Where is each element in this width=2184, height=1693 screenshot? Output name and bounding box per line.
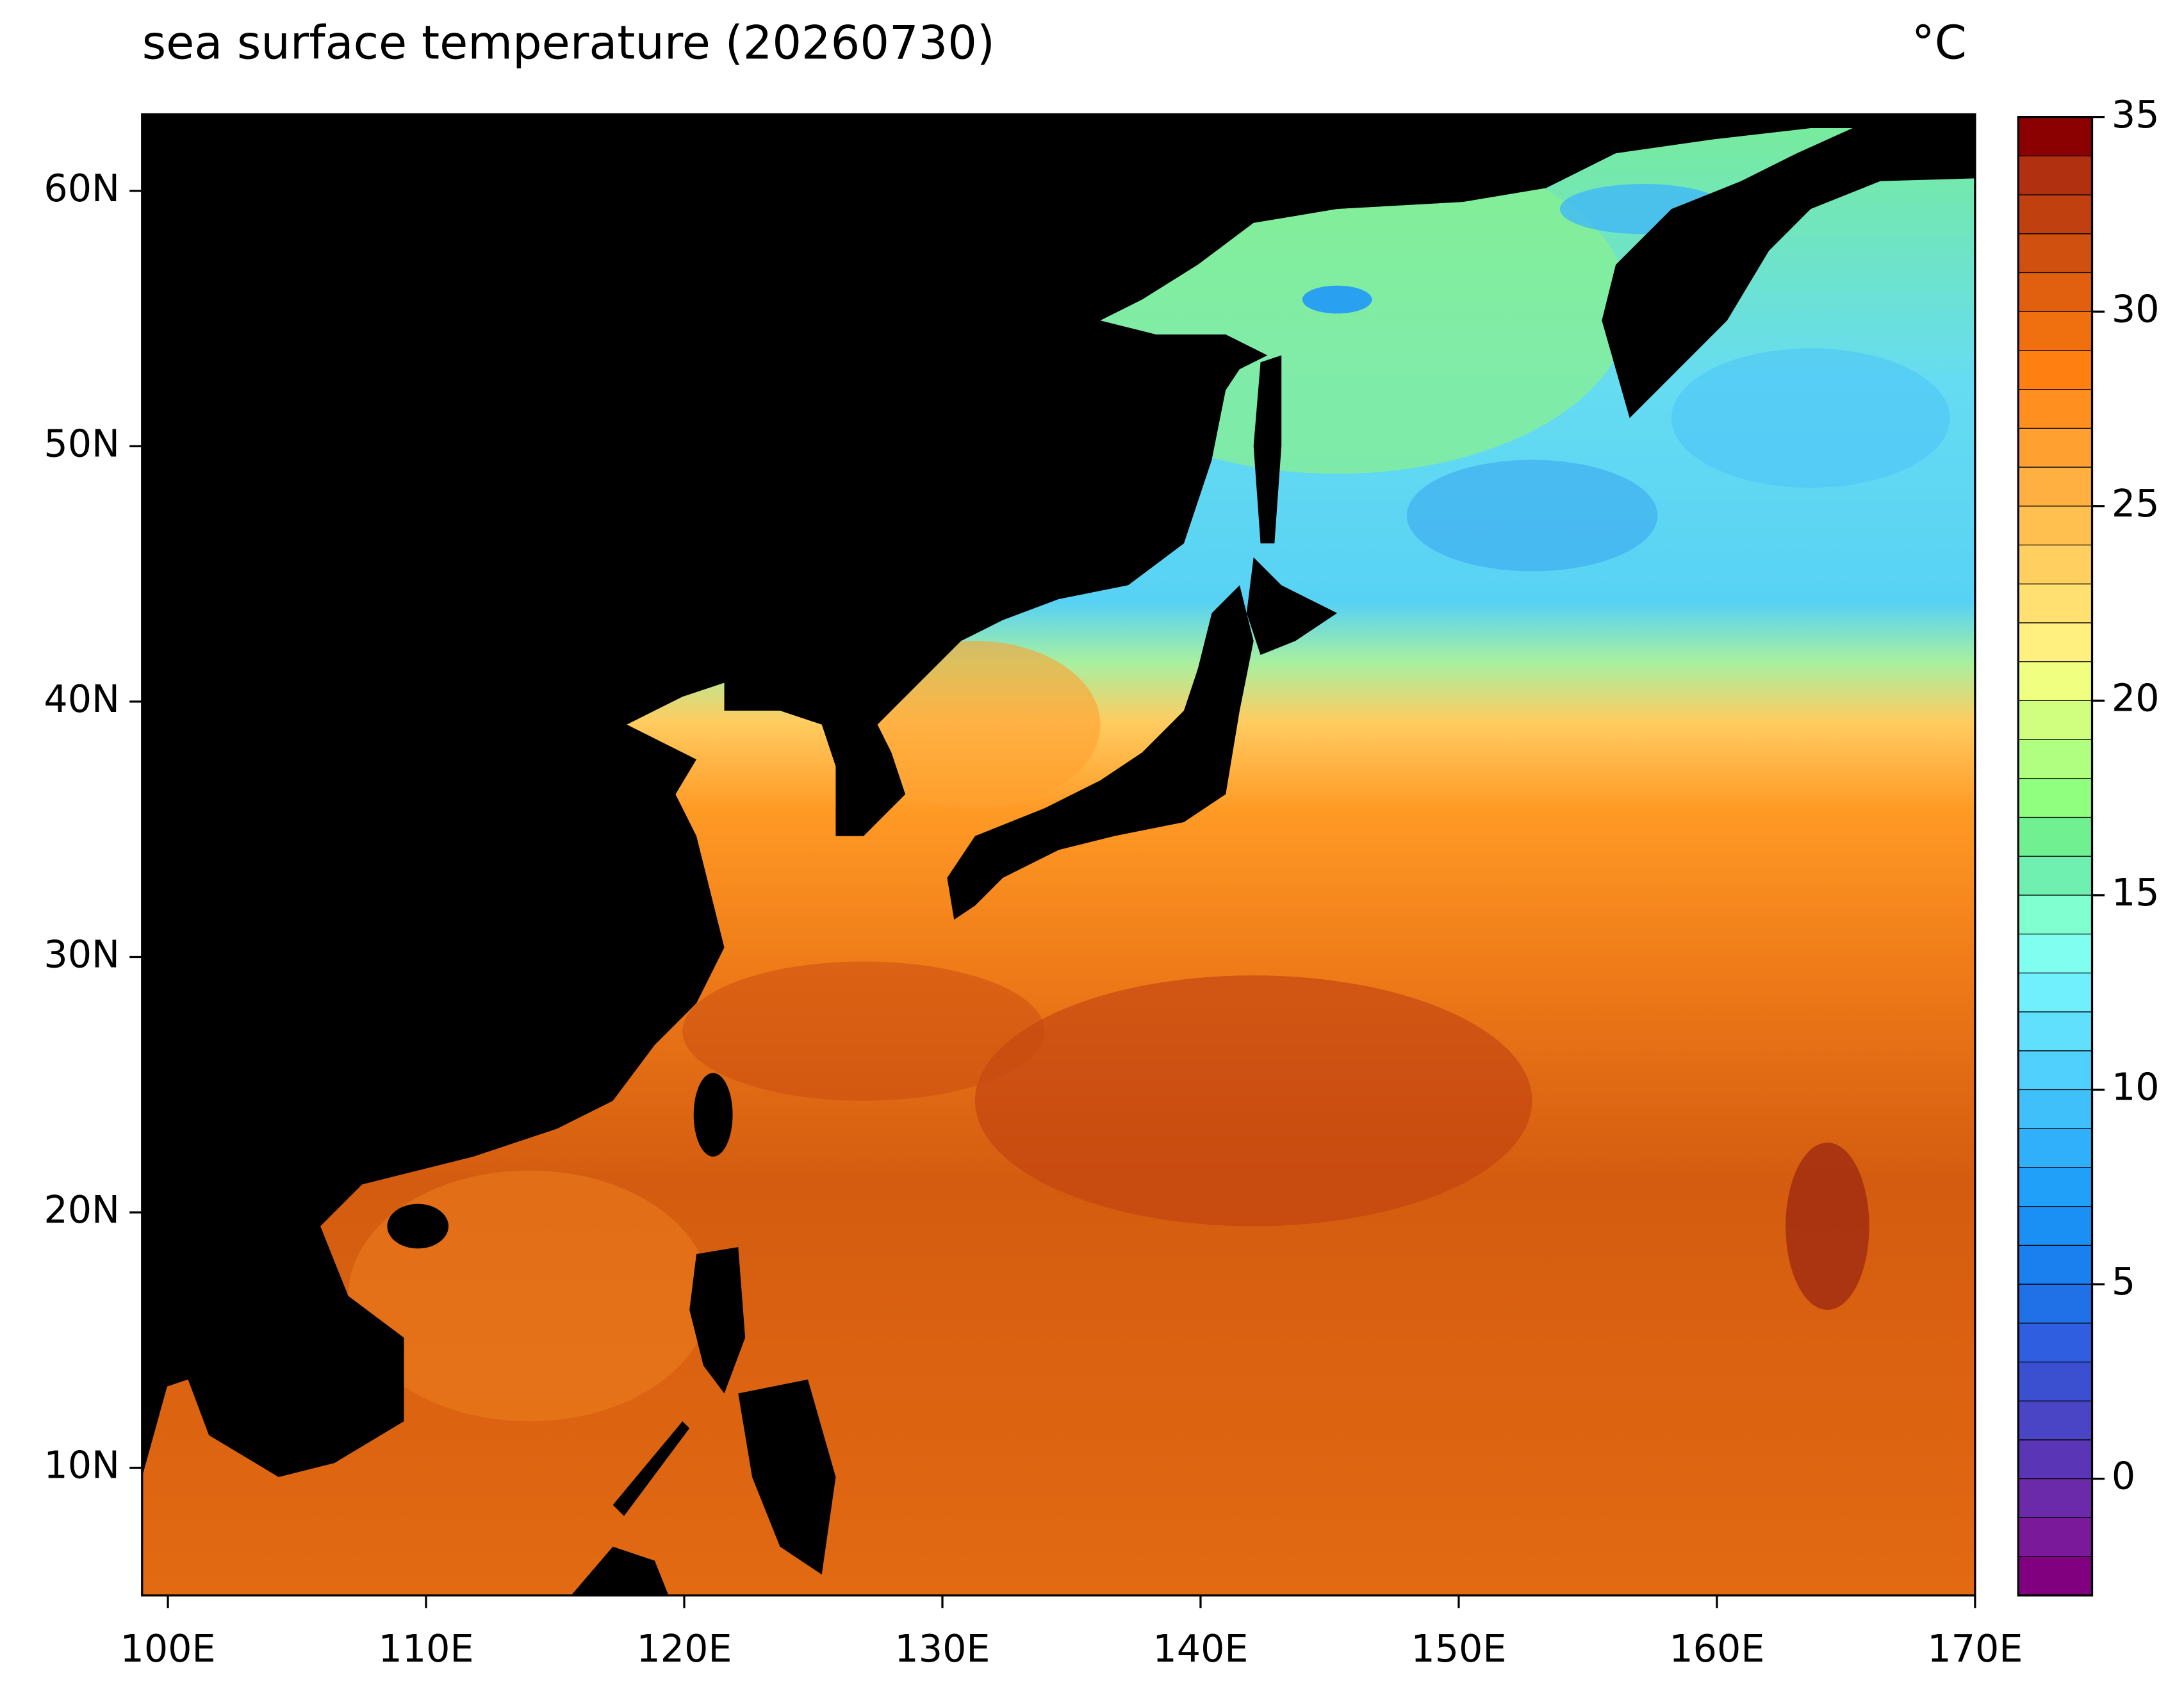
colorbar-bin (2018, 1362, 2092, 1401)
colorbar-bin (2018, 233, 2092, 273)
colorbar-bin (2018, 895, 2092, 934)
colorbar-tick-label: 25 (2112, 482, 2160, 525)
map-frame (141, 113, 1976, 1597)
colorbar-bin (2018, 1128, 2092, 1168)
colorbar-bin (2018, 778, 2092, 818)
colorbar-tick-label: 30 (2112, 287, 2160, 331)
colorbar-bin (2018, 1167, 2092, 1207)
japan (947, 585, 1254, 920)
colorbar-tick-label: 10 (2112, 1066, 2160, 1109)
palawan (612, 1421, 690, 1516)
x-tick-label: 110E (378, 1627, 473, 1671)
colorbar-bin (2018, 1401, 2092, 1440)
colorbar-bin (2018, 622, 2092, 662)
colorbar-frame (2017, 116, 2094, 1597)
colorbar-bin (2018, 195, 2092, 234)
x-tick-label: 130E (894, 1627, 990, 1671)
x-tick-label: 160E (1669, 1627, 1764, 1671)
title: sea surface temperature (20260730) (142, 15, 995, 69)
colorbar-tick-label: 15 (2112, 871, 2160, 914)
x-tick-label: 150E (1411, 1627, 1506, 1671)
colorbar-bin (2018, 1439, 2092, 1479)
x-tick-label: 120E (636, 1627, 732, 1671)
colorbar-bin (2018, 1557, 2092, 1596)
sakhalin (1253, 355, 1282, 544)
unit: °C (1912, 15, 1967, 69)
colorbar-tick-label: 0 (2112, 1455, 2135, 1498)
warm-patch (682, 961, 1045, 1101)
x-tick-label: 170E (1927, 1627, 2023, 1671)
hainan (387, 1203, 449, 1249)
colorbar-bin (2018, 1089, 2092, 1129)
y-tick-label: 60N (44, 167, 120, 210)
colorbar-bin (2018, 817, 2092, 857)
colorbar-bin (2018, 661, 2092, 701)
x-tick-label: 100E (120, 1627, 216, 1671)
colorbar-bin (2018, 389, 2092, 429)
colorbar-bin (2018, 584, 2092, 623)
colorbar-bin (2018, 1245, 2092, 1285)
x-tick-label: 140E (1153, 1627, 1248, 1671)
colorbar-bin (2018, 1050, 2092, 1090)
islands (387, 355, 1338, 1596)
colorbar-bin (2018, 1478, 2092, 1518)
colorbar-bin (2018, 700, 2092, 740)
colorbar-bin (2018, 545, 2092, 584)
colorbar-bin (2018, 311, 2092, 351)
colorbar-bin (2018, 156, 2092, 195)
hokkaido (1246, 557, 1338, 656)
philippines (738, 1379, 836, 1575)
borneo (571, 1546, 669, 1596)
y-tick-label: 40N (44, 677, 120, 721)
luzon (689, 1247, 746, 1394)
y-tick-label: 50N (44, 422, 120, 466)
taiwan (693, 1073, 733, 1157)
colorbar-bin (2018, 272, 2092, 312)
colorbar-bin (2018, 117, 2092, 156)
colorbar-bin (2018, 973, 2092, 1012)
colorbar-bin (2018, 350, 2092, 390)
colorbar-bin (2018, 1323, 2092, 1362)
cold-patch (1406, 459, 1658, 572)
colorbar-tick-label: 35 (2112, 93, 2160, 136)
y-tick-label: 10N (44, 1444, 120, 1487)
colorbar-bin (2018, 1012, 2092, 1051)
colorbar-bin (2018, 1284, 2092, 1323)
colorbar-tick-label: 5 (2112, 1260, 2135, 1303)
colorbar-bin (2018, 506, 2092, 545)
colorbar-tick-label: 20 (2112, 676, 2160, 720)
colorbar-bin (2018, 428, 2092, 468)
warm-patch (1786, 1143, 1869, 1310)
cold-patch (1671, 348, 1950, 488)
y-tick-label: 20N (44, 1188, 120, 1232)
cold-patch (1302, 285, 1372, 314)
colorbar-bin (2018, 1206, 2092, 1246)
warm-patch (974, 975, 1532, 1226)
colorbar-bin (2018, 467, 2092, 506)
colorbar-bin (2018, 1517, 2092, 1557)
y-tick-label: 30N (44, 933, 120, 977)
colorbar-bin (2018, 934, 2092, 973)
colorbar-bin (2018, 856, 2092, 895)
colorbar-bin (2018, 739, 2092, 779)
